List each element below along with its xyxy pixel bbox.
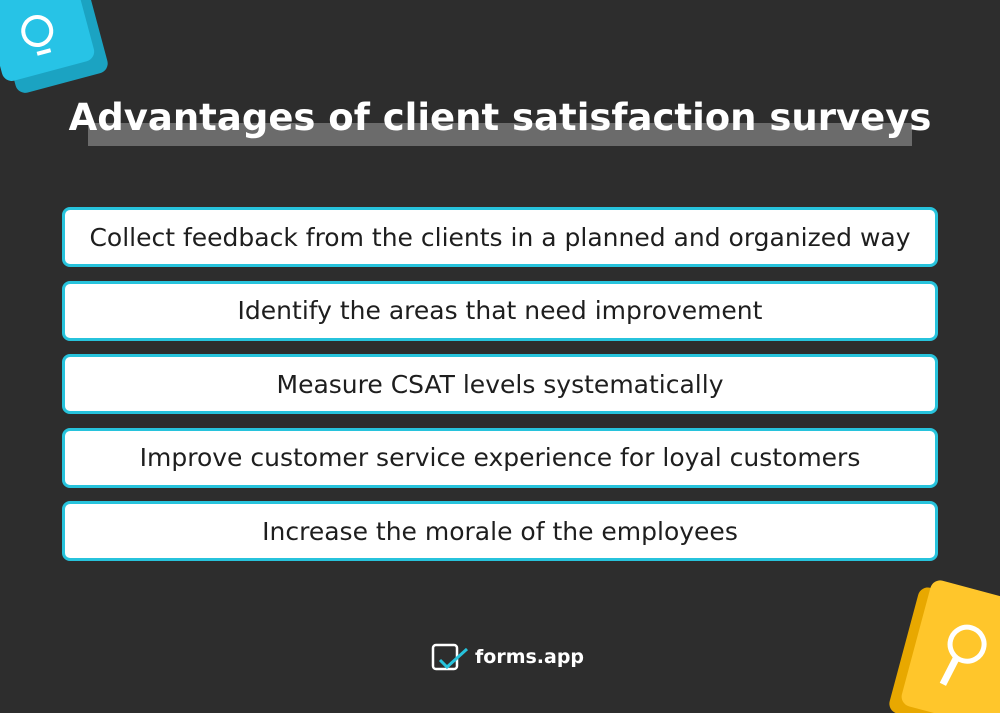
brand: forms.app [475, 646, 585, 668]
item: Improve customer service experience for … [62, 427, 938, 488]
title-bar [88, 123, 912, 146]
title: Advantages of client satisfaction survey… [68, 96, 932, 139]
search-card [889, 580, 1000, 713]
item: Increase the morale of the employees [62, 501, 938, 561]
brand-logo [431, 643, 469, 671]
item: Measure CSAT levels systematically [62, 354, 938, 414]
item: Collect feedback from the clients in a p… [62, 207, 938, 267]
item: Identify the areas that need improvement [62, 280, 938, 341]
item-list: Collect feedback from the clients in a p… [62, 207, 938, 575]
bulb-card [0, 0, 108, 93]
